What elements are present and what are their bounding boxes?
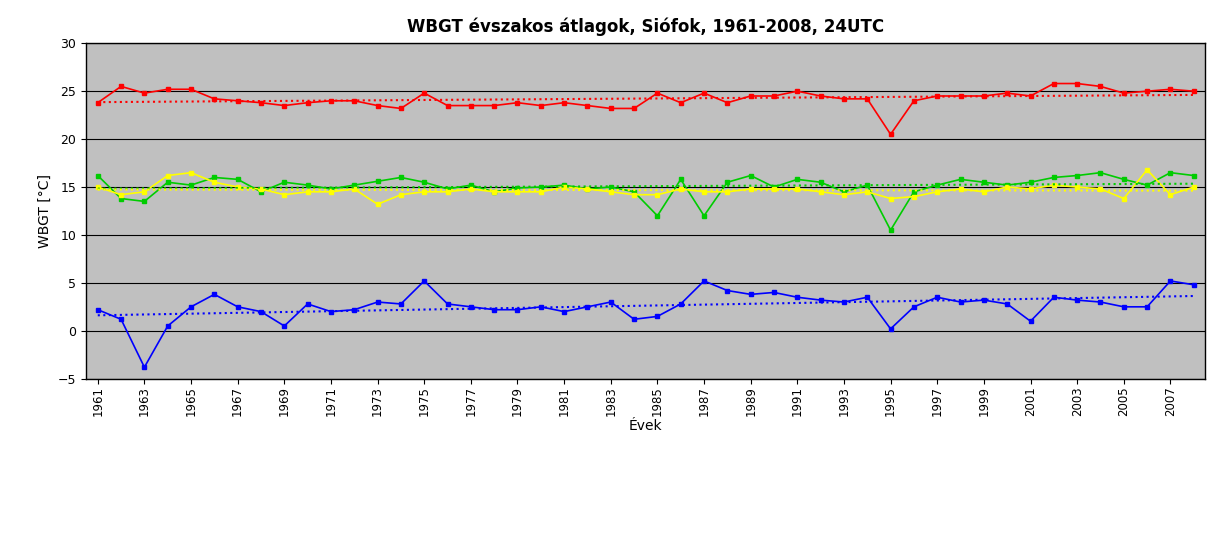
Title: WBGT évszakos átlagok, Siófok, 1961-2008, 24UTC: WBGT évszakos átlagok, Siófok, 1961-2008…: [407, 18, 884, 36]
Y-axis label: WBGT [°C]: WBGT [°C]: [38, 174, 53, 248]
X-axis label: Évek: Évek: [629, 419, 663, 433]
